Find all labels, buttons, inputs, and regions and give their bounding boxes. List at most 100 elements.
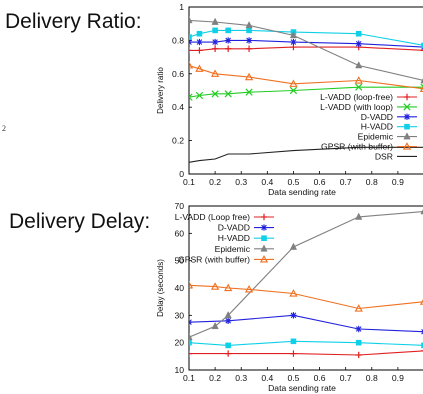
legend-label: Epidemic (358, 132, 394, 142)
point-marker (189, 339, 192, 346)
point-marker (195, 64, 204, 72)
point-marker (421, 342, 423, 349)
point-marker (289, 31, 298, 39)
legend-label: L-VADD (Loop free) (175, 212, 250, 222)
x-axis-label: Data sending rate (268, 187, 336, 197)
x-tick-label: 0.3 (235, 373, 247, 383)
point-marker (419, 86, 423, 92)
series-group (189, 209, 423, 359)
point-marker (189, 34, 192, 40)
series-line (189, 19, 423, 81)
point-marker (245, 21, 253, 29)
x-tick-label: 0.9 (392, 373, 404, 383)
y-tick-label: 70 (174, 201, 184, 211)
x-tick-label: 0.9 (392, 177, 404, 187)
point-marker (355, 61, 363, 69)
y-tick-label: 1 (179, 2, 184, 12)
point-marker (403, 132, 411, 140)
point-marker (245, 37, 253, 44)
y-tick-label: 60 (174, 228, 184, 238)
point-marker (260, 224, 268, 231)
x-tick-label: 0.2 (209, 177, 221, 187)
point-marker (224, 37, 232, 44)
y-tick-label: 0.8 (172, 35, 184, 45)
point-marker (224, 90, 232, 98)
point-marker (290, 38, 297, 46)
x-tick-label: 0.6 (314, 177, 326, 187)
x-tick-label: 0.3 (235, 177, 247, 187)
point-marker (224, 350, 232, 357)
legend-label: H-VADD (218, 233, 250, 243)
point-marker (189, 350, 193, 357)
series-line (189, 211, 423, 338)
point-marker (261, 235, 267, 241)
point-marker (403, 113, 411, 120)
plot-frame (188, 6, 423, 175)
legend: L-VADD (loop-free)L-VADD (with loop)D-VA… (320, 92, 417, 161)
x-tick-label: 0.8 (366, 373, 378, 383)
point-marker (224, 310, 232, 319)
point-marker (189, 332, 193, 341)
point-marker (196, 38, 203, 46)
y-tick-label: 0 (179, 169, 184, 179)
point-marker (211, 17, 219, 25)
point-marker (420, 49, 423, 52)
y-tick-label: 10 (174, 365, 184, 375)
point-marker (211, 45, 219, 52)
point-marker (195, 91, 204, 100)
point-marker (260, 244, 268, 252)
point-marker (290, 312, 297, 319)
point-marker (355, 212, 363, 220)
x-tick-label: 0.5 (287, 177, 299, 187)
point-marker (354, 76, 363, 84)
stray-page-number: 2 (2, 124, 6, 133)
y-tick-label: 30 (174, 310, 184, 320)
point-marker (354, 304, 363, 312)
point-marker (419, 299, 423, 305)
x-tick-label: 0.1 (183, 373, 195, 383)
x-tick-label: 0.6 (314, 373, 326, 383)
series-line (189, 350, 423, 356)
point-marker (211, 321, 219, 330)
y-axis-label: Delivery ratio (156, 67, 165, 114)
point-marker (289, 86, 298, 95)
series-line (189, 340, 423, 346)
series-line (189, 284, 423, 310)
series-line (189, 64, 423, 90)
point-marker (211, 38, 219, 46)
legend: L-VADD (Loop free)D-VADDH-VADDEpidemicGP… (175, 212, 274, 264)
point-marker (224, 45, 232, 52)
point-marker (420, 78, 423, 84)
point-marker (355, 30, 362, 37)
legend-label: GPSR (with buffer) (321, 142, 393, 152)
y-axis-label: Delay (seconds) (156, 259, 165, 317)
y-tick-label: 0.2 (172, 136, 184, 146)
point-marker (244, 285, 254, 293)
series-line (189, 314, 423, 333)
point-marker (245, 45, 253, 52)
point-marker (259, 255, 269, 263)
point-marker (246, 27, 252, 34)
point-marker (225, 342, 231, 349)
x-tick-label: 0.4 (261, 177, 273, 187)
y-tick-label: 0.6 (172, 69, 184, 79)
point-marker (355, 339, 362, 346)
point-marker (355, 351, 362, 359)
point-marker (224, 283, 233, 292)
point-marker (196, 47, 203, 54)
legend-label: D-VADD (361, 112, 393, 122)
point-marker (403, 103, 411, 111)
series-line (189, 46, 423, 51)
delivery-delay-chart: 10 20 30 40 50 60 70 0.1 0.2 0.3 0.4 0.5 0.6 0.7 0.8 0.… (156, 201, 423, 393)
point-marker (290, 338, 297, 345)
x-tick-label: 0.5 (287, 373, 299, 383)
point-marker (212, 27, 218, 34)
point-marker (210, 282, 220, 290)
x-tick-label: 0.8 (366, 177, 378, 187)
point-marker (189, 280, 194, 289)
point-marker (289, 79, 298, 87)
delivery-ratio-heading: Delivery Ratio: (5, 10, 142, 33)
point-marker (225, 27, 231, 34)
x-tick-label: 0.4 (261, 373, 273, 383)
series-line (189, 86, 423, 98)
